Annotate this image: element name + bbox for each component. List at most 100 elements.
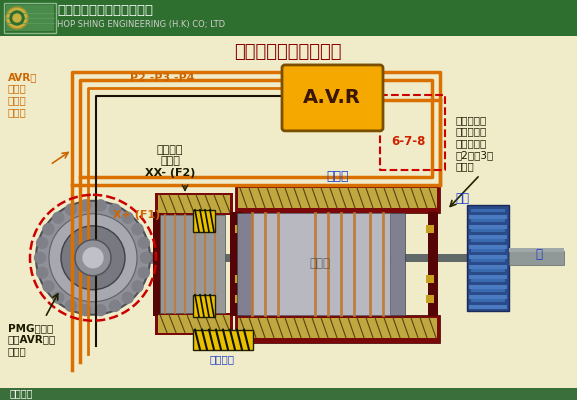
Bar bbox=[469, 282, 507, 289]
Text: PMG提供电
源给AVR（安
装时）: PMG提供电 源给AVR（安 装时） bbox=[8, 323, 56, 356]
Text: XX- (F2): XX- (F2) bbox=[145, 168, 195, 178]
Circle shape bbox=[80, 305, 91, 316]
Circle shape bbox=[110, 300, 121, 312]
Bar bbox=[469, 272, 507, 275]
FancyBboxPatch shape bbox=[282, 65, 383, 131]
Text: 整流模块: 整流模块 bbox=[209, 355, 234, 365]
Bar bbox=[469, 252, 507, 255]
Bar bbox=[237, 213, 252, 315]
Bar bbox=[252, 213, 390, 315]
Bar bbox=[390, 213, 405, 315]
Circle shape bbox=[95, 305, 106, 316]
Bar bbox=[471, 209, 505, 307]
Bar bbox=[469, 232, 507, 235]
Circle shape bbox=[122, 292, 133, 303]
Bar bbox=[469, 212, 507, 215]
Circle shape bbox=[132, 281, 143, 292]
Bar bbox=[0, 388, 577, 400]
Bar bbox=[469, 262, 507, 265]
Circle shape bbox=[37, 267, 48, 278]
Bar bbox=[235, 275, 243, 283]
Circle shape bbox=[43, 281, 54, 292]
Bar bbox=[469, 302, 507, 309]
Bar bbox=[469, 222, 507, 229]
Bar bbox=[238, 318, 437, 338]
Circle shape bbox=[132, 224, 143, 235]
Bar bbox=[469, 292, 507, 299]
Circle shape bbox=[122, 212, 133, 223]
Text: 6-7-8: 6-7-8 bbox=[391, 135, 425, 148]
Bar bbox=[469, 252, 507, 259]
Text: 从主定子来
的交流电源
和传感信号
（2相或3相
感应）: 从主定子来 的交流电源 和传感信号 （2相或3相 感应） bbox=[455, 115, 493, 171]
Bar bbox=[238, 188, 437, 208]
Circle shape bbox=[138, 267, 149, 278]
Bar bbox=[469, 242, 507, 245]
Circle shape bbox=[110, 204, 121, 215]
Text: 发电机基本结构和电路: 发电机基本结构和电路 bbox=[234, 43, 342, 61]
Bar bbox=[4, 3, 56, 33]
Circle shape bbox=[61, 226, 125, 290]
Text: 励磁转子
和定子: 励磁转子 和定子 bbox=[157, 145, 183, 166]
Circle shape bbox=[43, 224, 54, 235]
Bar bbox=[6, 5, 54, 31]
Bar bbox=[469, 262, 507, 269]
Text: P2 -P3 -P4: P2 -P3 -P4 bbox=[130, 73, 194, 83]
Circle shape bbox=[65, 204, 77, 215]
Circle shape bbox=[138, 237, 149, 248]
Circle shape bbox=[13, 14, 21, 22]
Text: A.V.R: A.V.R bbox=[303, 88, 361, 108]
Circle shape bbox=[95, 200, 106, 211]
Bar bbox=[469, 222, 507, 225]
Text: 合成工程（香港）有限公司: 合成工程（香港）有限公司 bbox=[57, 4, 153, 18]
Bar bbox=[155, 313, 233, 335]
Text: 轴承: 轴承 bbox=[455, 192, 469, 205]
Circle shape bbox=[49, 214, 137, 302]
Bar bbox=[233, 212, 243, 316]
Bar bbox=[235, 295, 243, 303]
Circle shape bbox=[65, 300, 77, 312]
Bar bbox=[469, 272, 507, 279]
Text: 主定子: 主定子 bbox=[327, 170, 349, 183]
Bar bbox=[428, 212, 438, 316]
Bar bbox=[193, 330, 253, 350]
Bar bbox=[0, 36, 577, 393]
Bar bbox=[153, 212, 161, 316]
Bar bbox=[235, 185, 440, 213]
Circle shape bbox=[37, 237, 48, 248]
Bar bbox=[158, 195, 230, 213]
Bar bbox=[469, 242, 507, 249]
Bar bbox=[469, 302, 507, 305]
Circle shape bbox=[35, 252, 46, 263]
Text: 主转子: 主转子 bbox=[309, 257, 331, 270]
Bar bbox=[93, 254, 508, 262]
Bar bbox=[93, 252, 156, 264]
Circle shape bbox=[80, 200, 91, 211]
Bar bbox=[155, 193, 233, 215]
Bar bbox=[509, 251, 564, 265]
Circle shape bbox=[53, 212, 64, 223]
Bar bbox=[469, 232, 507, 239]
Circle shape bbox=[10, 11, 24, 25]
Bar bbox=[230, 212, 238, 316]
Bar bbox=[158, 315, 230, 333]
Circle shape bbox=[83, 248, 103, 268]
Bar bbox=[469, 292, 507, 295]
Bar bbox=[235, 225, 243, 233]
Bar bbox=[469, 282, 507, 285]
Text: 轴: 轴 bbox=[535, 248, 542, 261]
Bar bbox=[426, 295, 434, 303]
Bar bbox=[235, 315, 440, 343]
Bar bbox=[509, 248, 564, 252]
Bar bbox=[426, 275, 434, 283]
Bar bbox=[193, 295, 215, 317]
Bar bbox=[469, 212, 507, 219]
Circle shape bbox=[75, 240, 111, 276]
Bar bbox=[467, 205, 509, 311]
Bar bbox=[426, 225, 434, 233]
Circle shape bbox=[141, 252, 152, 263]
Text: X+ (F1): X+ (F1) bbox=[113, 210, 160, 220]
Text: 内部培训: 内部培训 bbox=[10, 389, 33, 399]
Circle shape bbox=[36, 201, 150, 315]
Circle shape bbox=[6, 7, 28, 29]
Bar bbox=[193, 210, 215, 232]
